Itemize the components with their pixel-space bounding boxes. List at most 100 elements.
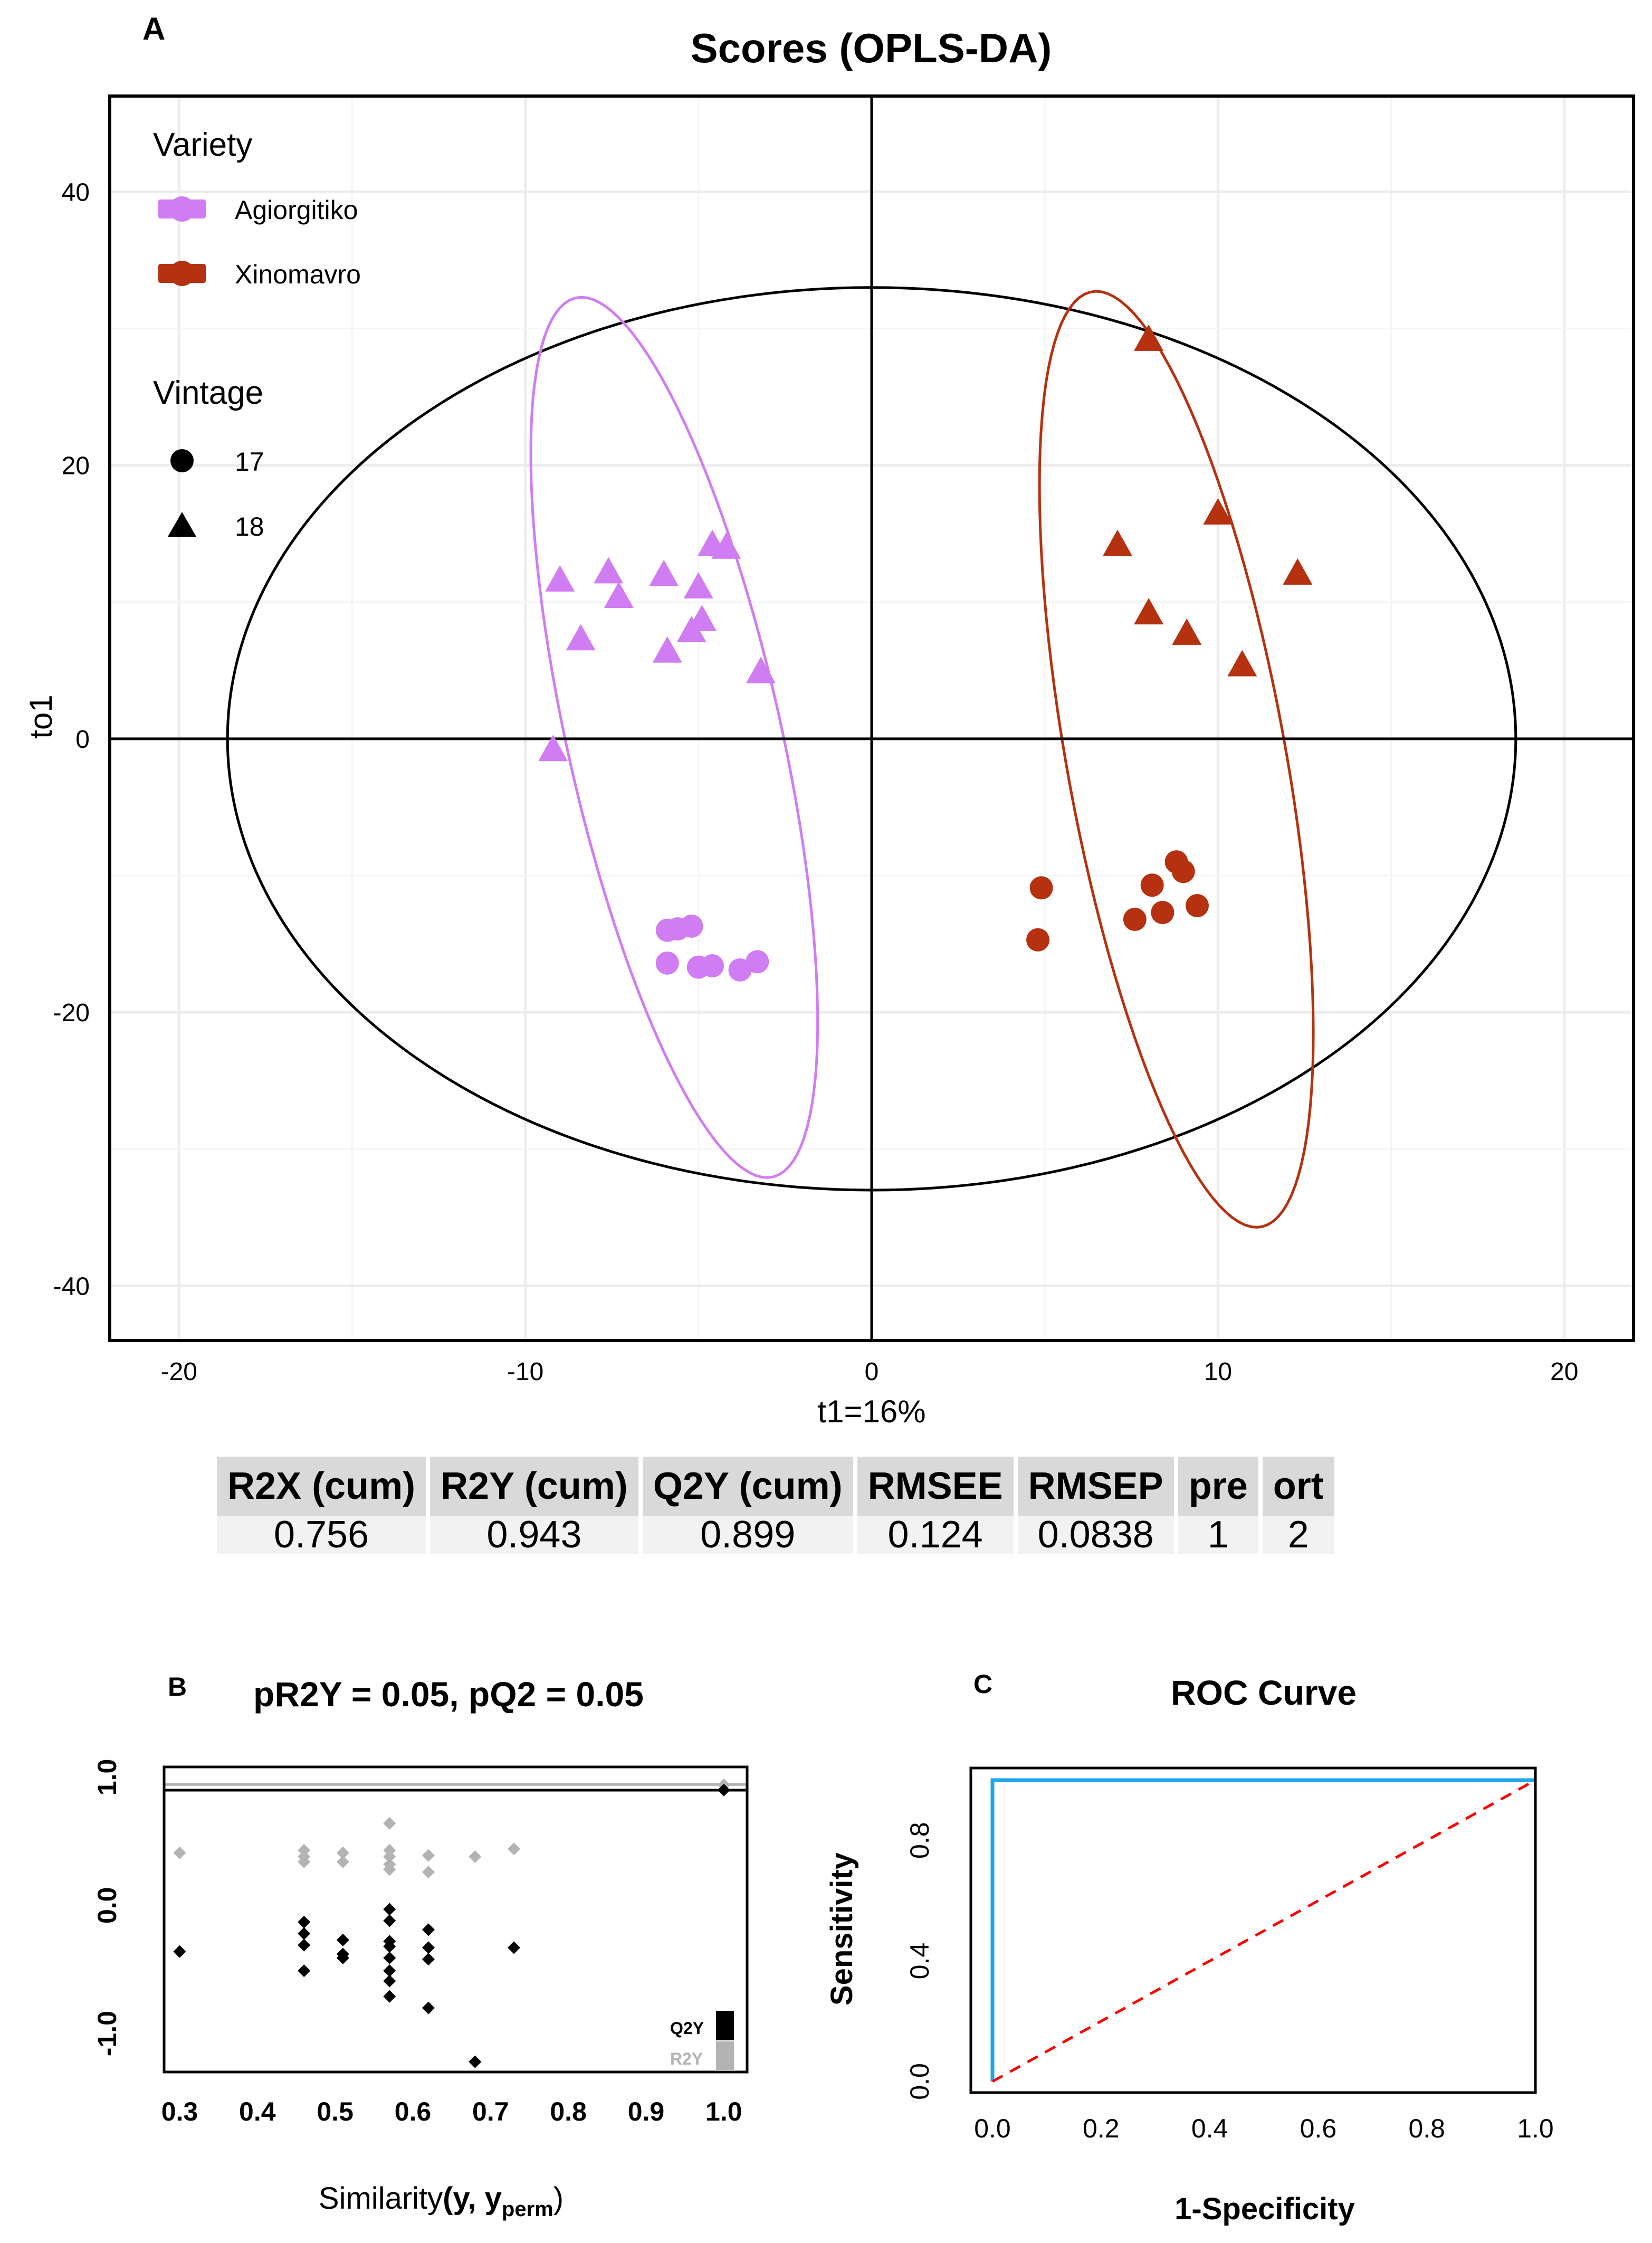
panel-a-title: Scores (OPLS-DA) [691, 25, 1052, 71]
y-tick-label: 0.8 [905, 1822, 934, 1859]
point-r2y [422, 1866, 435, 1879]
point-xinomavro-18 [1203, 498, 1233, 525]
point-q2y [383, 1914, 396, 1927]
panel-a-letter: A [142, 11, 165, 46]
point-xinomavro-17 [1140, 873, 1164, 897]
point-agiorgitiko-18 [711, 532, 741, 559]
y-tick-label: -40 [53, 1272, 90, 1300]
point-r2y [298, 1843, 311, 1857]
point-r2y [298, 1855, 311, 1868]
point-xinomavro-18 [1172, 618, 1202, 645]
x-tick-label: 0.8 [1408, 2114, 1445, 2143]
point-q2y [298, 1964, 311, 1978]
stats-value-cell: 2 [1262, 1516, 1334, 1554]
point-agiorgitiko-18 [566, 624, 596, 651]
confidence-ellipse-xinomavro [1038, 290, 1315, 1229]
panel-c-tick-labels: 0.0 0.2 0.4 0.6 0.8 1.0 0.0 0.4 0.8 [905, 1822, 1554, 2143]
point-xinomavro-18 [1283, 558, 1313, 585]
x-tick-label: -20 [161, 1358, 197, 1386]
point-agiorgitiko-18 [676, 615, 706, 642]
panel-c-y-axis-label: Sensitivity [825, 1852, 859, 2006]
stats-value-cell: 0.124 [857, 1516, 1014, 1554]
legend-label-18: 18 [235, 512, 264, 541]
y-tick-label: 20 [62, 452, 90, 480]
x-tick-label: 0.5 [317, 2097, 354, 2126]
x-tick-label: 0.0 [974, 2114, 1011, 2143]
point-r2y [383, 1843, 396, 1857]
roc-line-chance [991, 1779, 1536, 2083]
x-tick-label: 10 [1204, 1358, 1232, 1386]
point-agiorgitiko-18 [604, 581, 634, 608]
y-tick-label: 0.0 [905, 2063, 934, 2100]
point-q2y [422, 1941, 435, 1954]
legend-triangle-icon [168, 512, 196, 537]
stats-value-cell: 0.943 [430, 1516, 638, 1554]
panel-a-tick-labels: -20 -10 0 10 20 -40 -20 0 20 40 [53, 178, 1579, 1386]
panel-a-legend: Variety Agiorgitiko Xinomavro Vintage 17… [153, 127, 361, 541]
point-xinomavro-18 [1134, 324, 1164, 351]
point-agiorgitiko-17 [655, 951, 679, 975]
point-agiorgitiko-18 [538, 735, 568, 762]
point-r2y [422, 1849, 435, 1862]
point-agiorgitiko-17 [746, 950, 769, 974]
stats-value-row: 0.756 0.943 0.899 0.124 0.0838 1 2 [217, 1516, 1334, 1554]
point-agiorgitiko-18 [652, 636, 682, 663]
x-tick-label: 1.0 [1517, 2114, 1554, 2143]
legend-key-agiorgitiko [158, 196, 206, 222]
stats-header-cell: Q2Y (cum) [642, 1457, 853, 1516]
legend-label-r2y: R2Y [670, 2049, 703, 2068]
x-tick-label: 0.7 [472, 2097, 509, 2126]
panel-c-plot-border [969, 1766, 1537, 2094]
stats-value-cell: 0.0838 [1017, 1516, 1174, 1554]
panel-a-y-axis-label: to1 [23, 695, 59, 738]
x-tick-label: 0.9 [628, 2097, 665, 2126]
point-q2y [298, 1938, 311, 1952]
point-agiorgitiko-17 [680, 914, 703, 938]
point-r2y [336, 1855, 349, 1868]
point-agiorgitiko-18 [545, 565, 575, 592]
stats-header-cell: RMSEE [857, 1457, 1014, 1516]
stats-header-cell: R2Y (cum) [430, 1457, 638, 1516]
point-agiorgitiko-18 [594, 557, 624, 584]
point-q2y [422, 1923, 435, 1936]
panel-b-x-axis-label: Similarity(y, yperm) [319, 2181, 564, 2221]
panel-b-reference-lines [164, 1783, 747, 1792]
panel-a-plot-border [108, 94, 1635, 1342]
point-r2y [383, 1817, 396, 1830]
legend-label-xinomavro: Xinomavro [235, 260, 361, 289]
x-tick-label: 0.4 [1191, 2114, 1228, 2143]
stats-header-row: R2X (cum) R2Y (cum) Q2Y (cum) RMSEE RMSEP pre… [217, 1457, 1334, 1516]
stats-value-cell: 0.899 [642, 1516, 853, 1554]
x-tick-label: 0.3 [161, 2097, 198, 2126]
point-xinomavro-17 [1029, 876, 1053, 900]
panel-b-permutation-plot: B pR2Y = 0.05, pQ2 = 0.05 0.3 0.4 0.5 0.6 0.… [92, 1672, 749, 2221]
stats-header-cell: ort [1262, 1457, 1334, 1516]
point-r2y [383, 1863, 396, 1876]
x-tick-label: 0.4 [239, 2097, 276, 2126]
point-q2y [717, 1783, 730, 1797]
point-q2y [336, 1933, 349, 1946]
point-q2y [298, 1915, 311, 1928]
legend-variety-title: Variety [153, 127, 252, 163]
panel-c-x-axis-label: 1-Specificity [1174, 2192, 1355, 2226]
stats-value-cell: 0.756 [217, 1516, 426, 1554]
point-xinomavro-17 [1026, 928, 1050, 952]
y-tick-label: -20 [53, 999, 90, 1027]
point-agiorgitiko-17 [728, 958, 752, 982]
point-q2y [336, 1951, 349, 1964]
point-xinomavro-17 [1185, 894, 1209, 917]
y-tick-label: 0.0 [92, 1887, 122, 1924]
panel-a-model-stats-table: R2X (cum) R2Y (cum) Q2Y (cum) RMSEE RMSEP pre… [213, 1457, 1339, 1554]
panel-b-points [173, 1779, 730, 2068]
roc-line-ROC [990, 1778, 1535, 2082]
point-q2y [383, 1974, 396, 1988]
x-tick-label: 20 [1550, 1358, 1578, 1386]
legend-key-xinomavro [158, 261, 206, 286]
point-q2y [383, 1990, 396, 2003]
point-xinomavro-17 [1123, 907, 1147, 931]
point-q2y [383, 1940, 396, 1953]
panel-a-zero-lines [110, 96, 1634, 1341]
x-tick-label: -10 [507, 1358, 543, 1386]
y-tick-label: 40 [62, 178, 90, 206]
